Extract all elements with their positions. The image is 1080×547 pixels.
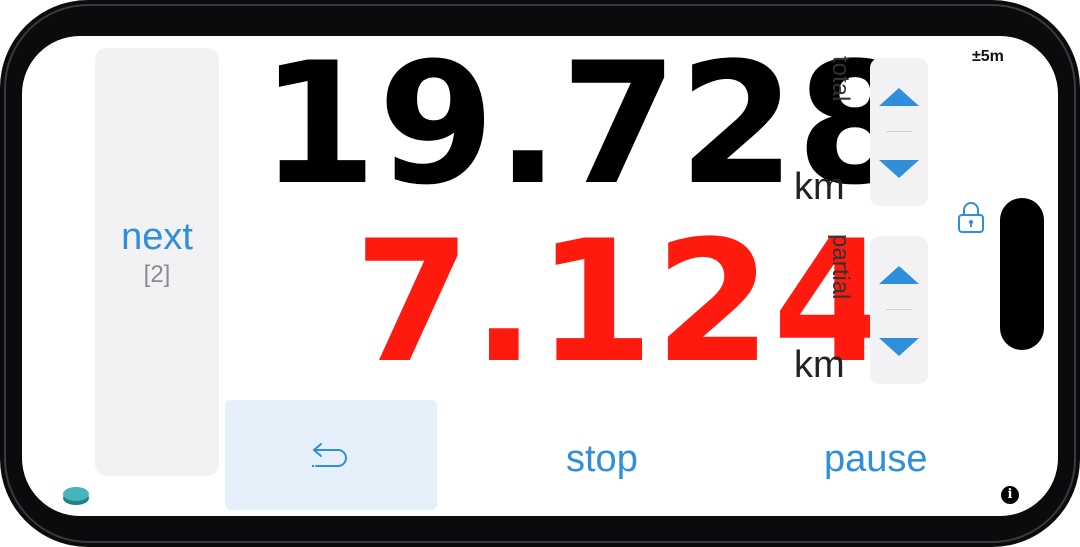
phone-bezel [4,4,1076,543]
arrow-up-icon [879,266,919,284]
undo-button[interactable] [225,400,437,510]
partial-decrease-button[interactable] [870,322,928,372]
total-decrease-button[interactable] [870,144,928,194]
stepper-divider [886,309,912,310]
total-distance-value: 19.728 [260,36,915,222]
undo-arrow-icon [312,443,347,467]
gps-accuracy: ±5m [972,48,1004,65]
partial-distance-value: 7.124 [354,204,891,400]
total-stepper [870,58,928,206]
stop-button[interactable]: stop [566,438,638,480]
stepper-divider [886,131,912,132]
partial-unit: km [794,344,845,386]
arrow-up-icon [879,88,919,106]
next-label: next [121,216,193,258]
next-count: [2] [143,261,171,288]
info-icon[interactable]: i [1001,486,1019,504]
pause-button[interactable]: pause [824,438,928,480]
sync-puck-icon[interactable] [62,486,90,506]
lock-icon[interactable] [956,200,986,234]
dynamic-island [1000,198,1044,350]
total-unit: km [794,166,845,208]
partial-stepper [870,236,928,384]
arrow-down-icon [879,160,919,178]
total-label: total [827,56,854,102]
app-screen: next [2] 19.728 km total 7.124 km partia… [22,36,1058,516]
arrow-down-icon [879,338,919,356]
partial-label: partial [827,234,854,300]
total-increase-button[interactable] [870,72,928,122]
partial-increase-button[interactable] [870,250,928,300]
next-button[interactable]: next [2] [95,48,219,476]
